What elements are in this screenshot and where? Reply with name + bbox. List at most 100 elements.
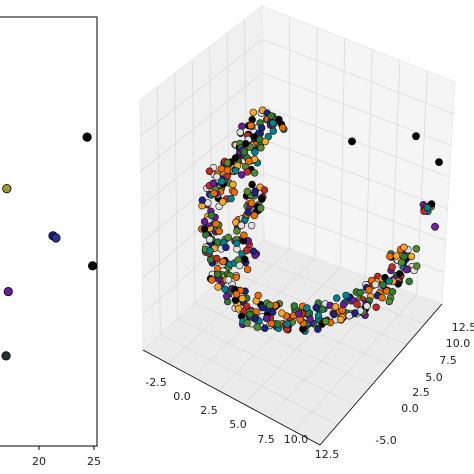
scatter-point-3d <box>258 303 267 312</box>
3d-outlier-points <box>348 132 443 231</box>
scatter-point-3d <box>208 276 216 284</box>
scatter-point-3d <box>224 233 233 242</box>
scatter-point-3d <box>242 140 250 148</box>
scatter-point-3d <box>249 108 258 117</box>
gridline <box>263 139 448 210</box>
scatter-point-3d <box>231 167 240 175</box>
gridline <box>246 255 425 325</box>
scatter-point-3d <box>330 310 338 319</box>
scatter-point <box>82 132 92 142</box>
y-axis-ticks: -5.0 0.0 2.5 5.0 7.5 10.0 12.5 <box>375 321 474 447</box>
scatter-point-3d <box>365 286 373 294</box>
scatter-point-3d <box>337 315 345 324</box>
scatter-point-3d <box>209 179 218 188</box>
gridline <box>294 294 417 432</box>
scatter-point-3d <box>385 297 393 306</box>
scatter-point-3d <box>250 169 259 177</box>
gridline <box>191 59 196 303</box>
scatter-point-3d <box>250 133 258 141</box>
x-tick-label: 5.0 <box>229 418 247 431</box>
scatter-point-3d <box>398 258 406 266</box>
scatter-point-3d <box>243 168 252 176</box>
scatter-point-3d <box>283 320 291 328</box>
scatter-point-3d <box>351 309 359 317</box>
scatter-point-3d <box>218 177 226 186</box>
x-tick-label: 7.5 <box>257 433 275 446</box>
x-axis-ticks: -2.5 0.0 2.5 5.0 7.5 10.0 12.5 <box>145 376 339 461</box>
scatter-point-3d <box>290 302 298 310</box>
scatter-point-3d <box>245 157 253 165</box>
scatter-point-3d <box>227 194 235 203</box>
gridline <box>314 27 318 259</box>
scatter-point <box>88 261 98 271</box>
scatter-point-3d <box>385 277 393 285</box>
x-tick-label: 12.5 <box>315 448 340 461</box>
scatter-point-3d-outlier <box>435 158 443 166</box>
scatter-point-3d <box>278 309 286 317</box>
scatter-point-3d <box>400 243 408 252</box>
scatter-point <box>51 233 61 243</box>
right-3d-scatter-panel: -2.5 0.0 2.5 5.0 7.5 10.0 12.5 -5.0 0.0 … <box>139 5 474 461</box>
gridline <box>140 39 263 136</box>
gridline <box>194 302 373 385</box>
left-axes-frame <box>0 16 98 447</box>
x-tick-label: 2.5 <box>200 404 218 417</box>
scatter-point-3d <box>257 144 265 152</box>
scatter-point-3d <box>306 315 314 323</box>
scatter-point-3d <box>253 323 261 331</box>
scatter-point-3d <box>372 303 380 311</box>
scatter-point-3d <box>423 204 432 212</box>
gridline <box>365 49 373 277</box>
left-x-tick-label: 20 <box>32 455 46 468</box>
scatter-point-3d-outlier <box>348 137 356 146</box>
scatter-point-3d <box>200 225 209 233</box>
scatter-point-3d <box>295 310 303 318</box>
scatter-point-3d <box>257 204 265 213</box>
scatter-point-3d <box>200 217 209 226</box>
scatter-point-3d <box>240 148 249 156</box>
scatter-point-3d <box>243 265 252 274</box>
scatter-point-3d <box>244 208 252 216</box>
gridline <box>263 172 446 241</box>
scatter-point-3d <box>219 257 227 266</box>
scatter-point-3d <box>247 121 255 130</box>
y-tick-label: 12.5 <box>452 321 474 334</box>
scatter-point-3d <box>386 252 394 261</box>
scatter-point-3d <box>233 227 241 235</box>
scatter-point-3d <box>206 235 214 244</box>
scatter-point-3d <box>260 186 269 194</box>
scatter-point-3d <box>241 255 249 263</box>
scatter-point-3d <box>356 288 364 297</box>
scatter-point-3d <box>232 273 241 281</box>
scatter-point-3d <box>206 247 214 255</box>
scatter-point-3d <box>251 148 259 156</box>
scatter-point-3d <box>248 180 256 189</box>
scatter-point-3d <box>258 124 266 132</box>
scatter-point-3d <box>214 283 222 291</box>
scatter-point-3d <box>333 294 341 302</box>
scatter-point-3d <box>219 198 227 206</box>
scatter-point-3d <box>243 319 251 327</box>
scatter-point-3d <box>258 195 266 203</box>
left-x-tick-label: 25 <box>87 455 101 468</box>
y-tick-label: -5.0 <box>375 434 396 447</box>
gridline <box>269 285 392 419</box>
scatter-point-3d <box>230 188 239 196</box>
scatter-point-3d <box>396 270 404 278</box>
scatter-point-3d <box>251 315 259 323</box>
3d-point-cloud <box>198 106 436 335</box>
scatter-point-3d <box>251 189 259 197</box>
scatter-point-3d <box>221 285 229 293</box>
scatter-point-3d <box>331 303 340 311</box>
scatter-point-3d <box>234 305 243 313</box>
scatter-point-3d <box>378 294 386 302</box>
scatter-point-3d <box>388 288 397 296</box>
scatter-point-3d <box>322 317 330 326</box>
scatter-point-3d <box>314 311 323 320</box>
scatter-point-3d <box>212 220 220 228</box>
gridline <box>140 72 263 172</box>
scatter-point-3d <box>266 301 274 309</box>
x-tick-label: -2.5 <box>145 376 166 389</box>
gridline <box>174 73 178 319</box>
